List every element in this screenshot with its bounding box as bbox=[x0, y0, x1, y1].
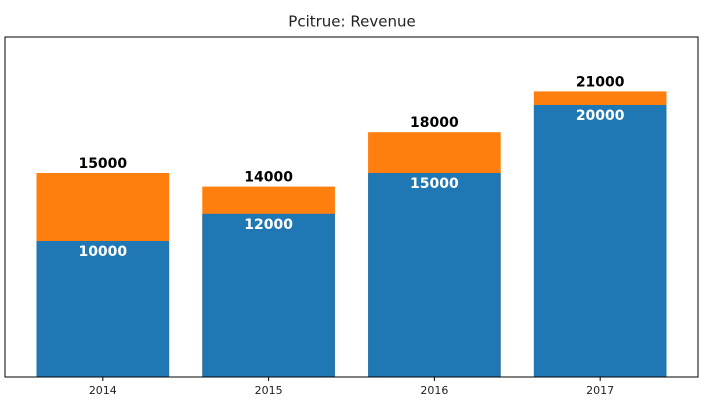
x-tick-label: 2017 bbox=[586, 384, 614, 397]
data-label: 12000 bbox=[244, 217, 293, 233]
data-label: 20000 bbox=[576, 108, 625, 124]
bar bbox=[202, 213, 335, 377]
x-tick-label: 2016 bbox=[420, 384, 448, 397]
bar bbox=[368, 173, 501, 377]
x-tick-label: 2014 bbox=[89, 384, 117, 397]
data-label: 14000 bbox=[244, 170, 293, 186]
data-label: 18000 bbox=[410, 115, 459, 131]
chart-title: Pcitrue: Revenue bbox=[288, 13, 415, 31]
bar bbox=[533, 105, 667, 377]
data-label: 21000 bbox=[576, 74, 625, 90]
data-label: 10000 bbox=[78, 244, 127, 260]
plot-frame bbox=[4, 36, 699, 378]
x-tick-label: 2015 bbox=[255, 384, 283, 397]
data-label: 15000 bbox=[78, 156, 127, 172]
data-label: 15000 bbox=[410, 176, 459, 192]
bar bbox=[36, 241, 170, 377]
